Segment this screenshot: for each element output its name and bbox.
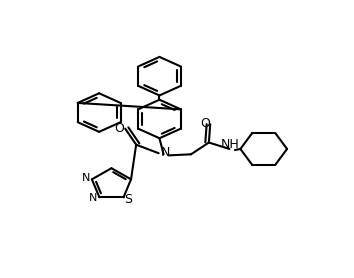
Text: N: N [89, 193, 97, 203]
Text: O: O [200, 117, 210, 130]
Text: O: O [114, 122, 124, 135]
Text: N: N [161, 146, 171, 159]
Text: NH: NH [221, 138, 240, 151]
Text: N: N [82, 173, 90, 183]
Text: S: S [125, 193, 132, 206]
